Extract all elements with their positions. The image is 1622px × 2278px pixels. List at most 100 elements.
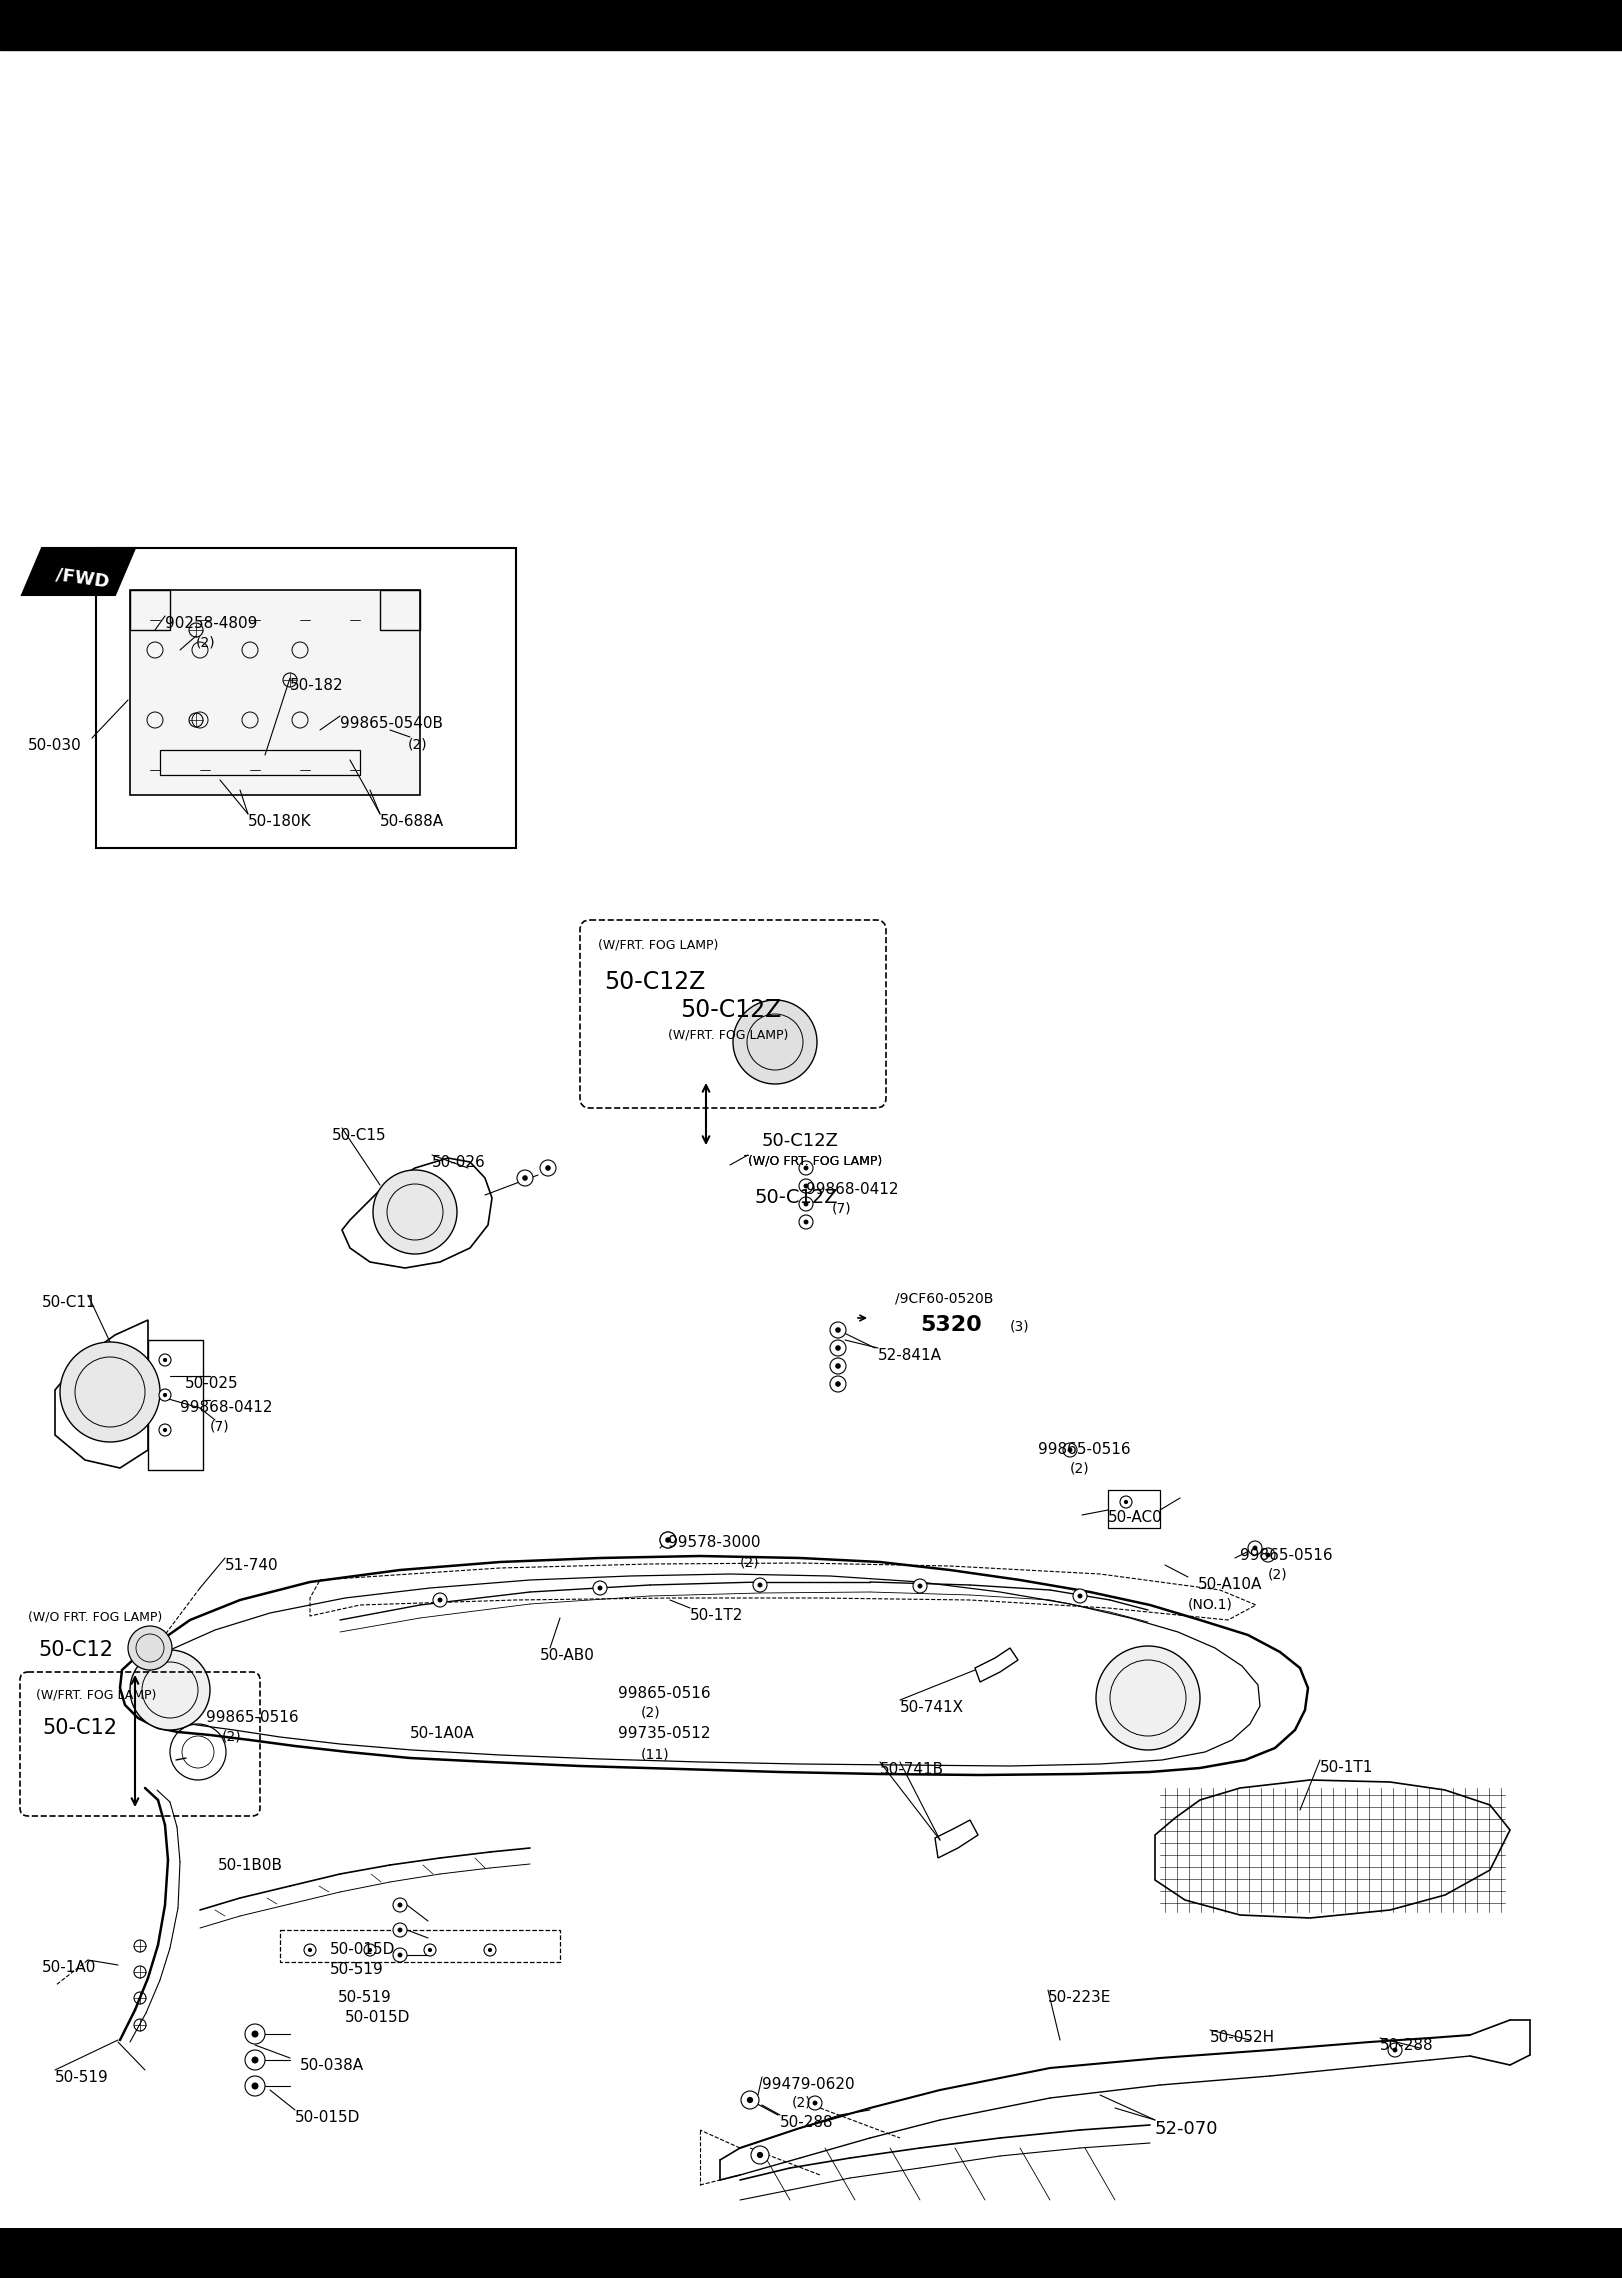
- Text: (2): (2): [641, 1706, 660, 1720]
- Text: 50-519: 50-519: [329, 1961, 384, 1977]
- Circle shape: [800, 1214, 813, 1230]
- Text: 50-052H: 50-052H: [1210, 2030, 1275, 2046]
- Text: 99735-0512: 99735-0512: [618, 1727, 710, 1740]
- Circle shape: [162, 1392, 167, 1396]
- Text: (2): (2): [1268, 1567, 1288, 1581]
- Text: 50-015D: 50-015D: [345, 2009, 410, 2025]
- Circle shape: [130, 1649, 209, 1729]
- Circle shape: [741, 2091, 757, 2107]
- Circle shape: [488, 1948, 491, 1952]
- Text: (W/O FRT. FOG LAMP): (W/O FRT. FOG LAMP): [748, 1155, 882, 1169]
- Circle shape: [162, 1428, 167, 1433]
- Circle shape: [545, 1166, 551, 1171]
- Circle shape: [1067, 1447, 1072, 1453]
- Circle shape: [733, 1000, 817, 1084]
- Circle shape: [835, 1362, 840, 1369]
- Circle shape: [808, 2096, 822, 2109]
- Circle shape: [835, 1328, 840, 1333]
- Circle shape: [1077, 1595, 1082, 1599]
- Circle shape: [748, 2098, 753, 2103]
- Circle shape: [803, 1201, 808, 1207]
- Circle shape: [363, 1943, 376, 1957]
- Text: 99865-0516: 99865-0516: [1239, 1549, 1333, 1563]
- Text: 99868-0412: 99868-0412: [806, 1182, 899, 1196]
- Text: (RADIAYOR GRILLE : MESH TYPE)(-120701): (RADIAYOR GRILLE : MESH TYPE)(-120701): [29, 2228, 443, 2246]
- Text: 50-038A: 50-038A: [300, 2057, 363, 2073]
- Circle shape: [597, 1585, 602, 1590]
- Text: 50-1A0A: 50-1A0A: [410, 1727, 475, 1740]
- Text: 50-AB0: 50-AB0: [540, 1647, 595, 1663]
- Circle shape: [913, 1579, 928, 1592]
- Text: (W/FRT. FOG LAMP): (W/FRT. FOG LAMP): [36, 1688, 156, 1702]
- Text: 99865-0516: 99865-0516: [206, 1711, 298, 1724]
- Text: (NO.1): (NO.1): [1187, 1597, 1233, 1613]
- Circle shape: [428, 1948, 431, 1952]
- Circle shape: [751, 2146, 769, 2164]
- Text: (2): (2): [792, 2096, 811, 2109]
- Circle shape: [438, 1597, 443, 1601]
- Text: (2): (2): [409, 738, 428, 752]
- Circle shape: [397, 1952, 402, 1957]
- Circle shape: [1247, 1540, 1262, 1556]
- Circle shape: [1062, 1442, 1077, 1458]
- Circle shape: [1096, 1647, 1200, 1750]
- Text: 99479-0620: 99479-0620: [762, 2078, 855, 2091]
- Circle shape: [373, 1171, 457, 1253]
- Circle shape: [251, 2030, 258, 2037]
- Text: 50-C11: 50-C11: [42, 1294, 97, 1310]
- Text: (7): (7): [209, 1419, 230, 1433]
- Circle shape: [813, 2100, 817, 2105]
- Text: 50-1T1: 50-1T1: [1320, 1761, 1374, 1775]
- Circle shape: [397, 1902, 402, 1907]
- Text: /9CF60-0520B: /9CF60-0520B: [895, 1292, 993, 1305]
- Text: 5320: 5320: [920, 1314, 981, 1335]
- Text: 50-288: 50-288: [780, 2114, 834, 2130]
- Circle shape: [800, 1196, 813, 1212]
- Bar: [0, 0, 1622, 50]
- Text: (11): (11): [641, 1747, 670, 1761]
- Text: (2): (2): [196, 636, 216, 649]
- Circle shape: [830, 1376, 847, 1392]
- Text: 52-070: 52-070: [1155, 2121, 1218, 2139]
- Text: 50-A10A: 50-A10A: [1199, 1576, 1262, 1592]
- Text: 99865-0540B: 99865-0540B: [341, 715, 443, 731]
- Circle shape: [128, 1626, 172, 1670]
- Text: 50-C12Z: 50-C12Z: [603, 970, 706, 993]
- Circle shape: [483, 1943, 496, 1957]
- Circle shape: [60, 1342, 161, 1442]
- Circle shape: [746, 2096, 753, 2103]
- Bar: [96, 549, 516, 847]
- Text: 50-1T2: 50-1T2: [689, 1608, 743, 1622]
- Circle shape: [1121, 1497, 1132, 1508]
- Circle shape: [665, 1538, 672, 1542]
- Text: 51-740: 51-740: [225, 1558, 279, 1574]
- Polygon shape: [23, 549, 135, 595]
- Circle shape: [393, 1898, 407, 1911]
- Circle shape: [803, 1185, 808, 1189]
- Text: 50-288: 50-288: [1380, 2039, 1434, 2052]
- Text: 50-C12: 50-C12: [42, 1718, 117, 1738]
- Circle shape: [245, 2075, 264, 2096]
- Circle shape: [251, 2082, 258, 2089]
- Text: 50-C12Z: 50-C12Z: [680, 998, 782, 1023]
- Bar: [161, 749, 360, 775]
- Text: 50-025: 50-025: [185, 1376, 238, 1392]
- Circle shape: [753, 1579, 767, 1592]
- Circle shape: [918, 1583, 923, 1588]
- Circle shape: [830, 1358, 847, 1374]
- Text: (W/O FRT. FOG LAMP): (W/O FRT. FOG LAMP): [28, 1611, 162, 1622]
- Circle shape: [800, 1180, 813, 1194]
- Text: (W/FRT. FOG LAMP): (W/FRT. FOG LAMP): [599, 939, 719, 950]
- Circle shape: [251, 2057, 258, 2064]
- Text: 50-026: 50-026: [431, 1155, 485, 1171]
- Circle shape: [303, 1943, 316, 1957]
- Text: 50-688A: 50-688A: [380, 813, 444, 829]
- Circle shape: [162, 1358, 167, 1362]
- Text: (3): (3): [1011, 1319, 1030, 1335]
- Circle shape: [1265, 1554, 1270, 1558]
- Circle shape: [540, 1160, 556, 1175]
- Text: 99868-0412: 99868-0412: [180, 1401, 272, 1415]
- Text: 50-741X: 50-741X: [900, 1699, 963, 1715]
- Circle shape: [517, 1171, 534, 1187]
- Text: 99578-3000: 99578-3000: [668, 1535, 761, 1549]
